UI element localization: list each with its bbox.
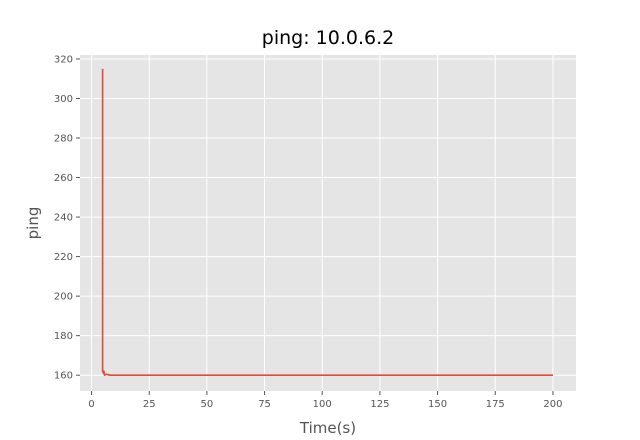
x-tick-label: 0 — [88, 399, 94, 410]
y-tick-label: 260 — [54, 173, 73, 184]
x-tick-label: 100 — [313, 399, 332, 410]
y-tick-label: 160 — [54, 371, 73, 382]
x-tick-label: 25 — [143, 399, 156, 410]
y-tick-label: 220 — [54, 252, 73, 263]
x-tick-label: 175 — [486, 399, 505, 410]
x-tick-label: 150 — [428, 399, 447, 410]
y-tick-label: 320 — [54, 54, 73, 65]
y-tick-label: 200 — [54, 292, 73, 303]
ping-series-line — [101, 68, 553, 376]
y-tick-label: 240 — [54, 213, 73, 224]
plot-area — [80, 55, 576, 391]
y-tick-label: 180 — [54, 331, 73, 342]
x-tick-label: 75 — [258, 399, 271, 410]
y-tick-label: 280 — [54, 134, 73, 145]
y-axis-ticks: 160 180 200 220 240 260 280 300 320 — [54, 54, 80, 382]
x-tick-label: 200 — [543, 399, 562, 410]
chart-title: ping: 10.0.6.2 — [262, 27, 394, 49]
series-layer — [101, 68, 553, 376]
x-axis-ticks: 0 25 50 75 100 125 150 175 200 — [88, 391, 562, 410]
y-axis-label: ping — [24, 207, 42, 240]
x-tick-label: 50 — [201, 399, 214, 410]
x-tick-label: 125 — [370, 399, 389, 410]
y-tick-label: 300 — [54, 94, 73, 105]
x-axis-label: Time(s) — [299, 419, 356, 437]
